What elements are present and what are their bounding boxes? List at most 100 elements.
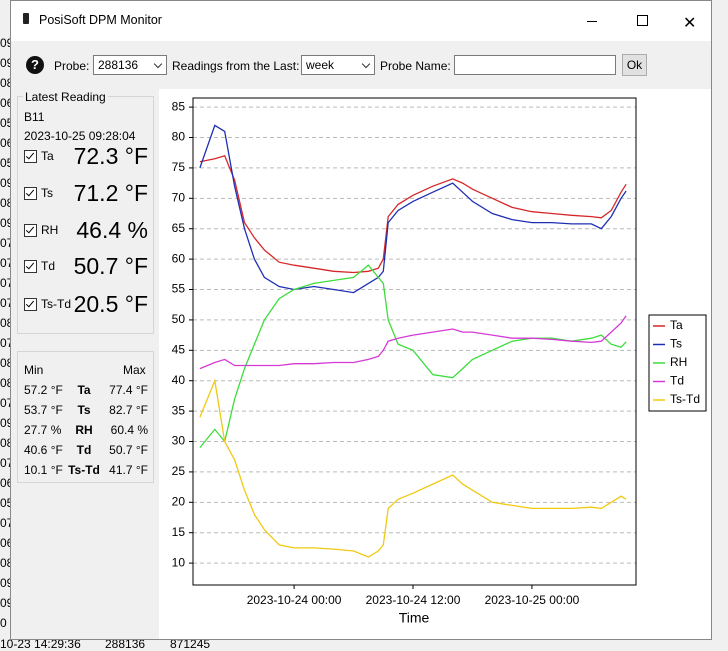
reading-name: Ta: [41, 149, 54, 163]
legend-label: Ta: [670, 318, 683, 332]
app-icon: [23, 13, 29, 24]
x-axis-label: Time: [399, 610, 430, 626]
title-bar: PosiSoft DPM Monitor ✕: [11, 1, 711, 41]
row-fragment: 07: [0, 396, 10, 410]
help-button[interactable]: ?: [26, 56, 44, 74]
maximize-button[interactable]: [637, 15, 648, 26]
row-fragment: 07: [0, 256, 10, 270]
row-fragment: 09: [0, 576, 10, 590]
probe-id: B11: [24, 110, 45, 124]
row-fragment: 07: [0, 456, 10, 470]
reading-name: RH: [41, 223, 59, 237]
legend-label: Td: [670, 374, 684, 388]
x-tick-label: 2023-10-24 12:00: [366, 593, 461, 607]
row-fragment: 09: [0, 596, 10, 610]
stat-min: 27.7 %: [24, 423, 62, 437]
stat-min: 53.7 °F: [24, 403, 63, 417]
y-tick-label: 45: [172, 342, 186, 356]
y-tick-label: 15: [172, 525, 186, 539]
y-tick-label: 80: [172, 130, 186, 144]
row-fragment: 07: [0, 516, 10, 530]
stat-max: 77.4 °F: [109, 383, 148, 397]
y-tick-label: 50: [172, 312, 186, 326]
row-fragment: 08: [0, 316, 10, 330]
row-fragment: 06: [0, 536, 10, 550]
probe-label: Probe:: [54, 59, 90, 73]
row-fragment: 06: [0, 476, 10, 490]
reading-value: 50.7 °F: [73, 253, 148, 279]
minimize-button[interactable]: [587, 21, 597, 22]
row-fragment: 09: [0, 56, 10, 70]
stat-min: 10.1 °F: [24, 463, 63, 477]
y-tick-label: 65: [172, 221, 186, 235]
reading-name: Ts: [41, 186, 53, 200]
stat-min: 57.2 °F: [24, 383, 63, 397]
checkbox[interactable]: [24, 298, 37, 311]
y-tick-label: 35: [172, 403, 186, 417]
row-fragment: 07: [0, 236, 10, 250]
legend-label: RH: [670, 355, 687, 369]
row-fragment: 06: [0, 136, 10, 150]
row-fragment: 08: [0, 376, 10, 390]
series-line: [199, 155, 627, 274]
readings-label: Readings from the Last:: [172, 59, 300, 73]
series-line: [199, 315, 627, 370]
max-header: Max: [123, 363, 146, 377]
series-line: [199, 378, 627, 558]
bottom-row-cell: 288136: [105, 637, 146, 651]
stat-max: 82.7 °F: [109, 403, 148, 417]
probe-name-label: Probe Name:: [380, 59, 451, 73]
reading-value: 46.4 %: [76, 217, 148, 243]
stat-max: 60.4 %: [110, 423, 148, 437]
y-tick-label: 70: [172, 190, 186, 204]
reading-value: 71.2 °F: [73, 180, 148, 206]
row-fragment: 09: [0, 36, 10, 50]
row-fragment: 08: [0, 356, 10, 370]
reading-name: Ts-Td: [41, 297, 71, 311]
checkbox[interactable]: [24, 187, 37, 200]
row-fragment: 09: [0, 216, 10, 230]
row-fragment: 05: [0, 496, 10, 510]
bottom-row-cell: 871245: [170, 637, 211, 651]
y-tick-label: 85: [172, 99, 186, 113]
series-line: [199, 124, 627, 294]
stats-group: [17, 351, 154, 483]
bottom-row-cell: 10-23 14:29:36: [0, 637, 81, 651]
timestamp: 2023-10-25 09:28:04: [24, 129, 136, 143]
checkbox[interactable]: [24, 224, 37, 237]
row-fragment: 05: [0, 156, 10, 170]
legend-label: Ts: [670, 337, 682, 351]
min-header: Min: [24, 363, 44, 377]
probe-name-input[interactable]: [454, 55, 616, 75]
readings-select[interactable]: week: [301, 55, 375, 75]
checkbox[interactable]: [24, 150, 37, 163]
y-tick-label: 30: [172, 434, 186, 448]
row-fragment: 07: [0, 296, 10, 310]
stat-min: 40.6 °F: [24, 443, 63, 457]
close-button[interactable]: ✕: [683, 15, 697, 32]
row-fragment: 06: [0, 96, 10, 110]
plot-frame: [192, 97, 637, 586]
y-tick-label: 75: [172, 160, 186, 174]
row-fragment: 07: [0, 276, 10, 290]
y-tick-label: 40: [172, 373, 186, 387]
y-tick-label: 10: [172, 555, 186, 569]
checkbox[interactable]: [24, 260, 37, 273]
reading-value: 20.5 °F: [73, 291, 148, 317]
stat-max: 50.7 °F: [109, 443, 148, 457]
ok-button[interactable]: Ok: [622, 54, 647, 76]
row-fragment: 07: [0, 336, 10, 350]
latest-title: Latest Reading: [23, 90, 108, 104]
probe-select[interactable]: 288136: [93, 55, 167, 75]
row-fragment: 09: [0, 416, 10, 430]
x-tick-label: 2023-10-25 00:00: [485, 593, 580, 607]
stat-max: 41.7 °F: [109, 463, 148, 477]
y-tick-label: 55: [172, 282, 186, 296]
row-fragment: 05: [0, 116, 10, 130]
legend-label: Ts-Td: [670, 392, 700, 406]
x-tick-label: 2023-10-24 00:00: [247, 593, 342, 607]
window: PosiSoft DPM Monitor ✕ ? Probe: 288136 R…: [10, 0, 712, 640]
chart: Time 10 15 20 25 30 35 40 45 50 55 60 65 70 75 80 85 202…: [159, 89, 711, 639]
row-fragment: 0: [0, 616, 7, 630]
